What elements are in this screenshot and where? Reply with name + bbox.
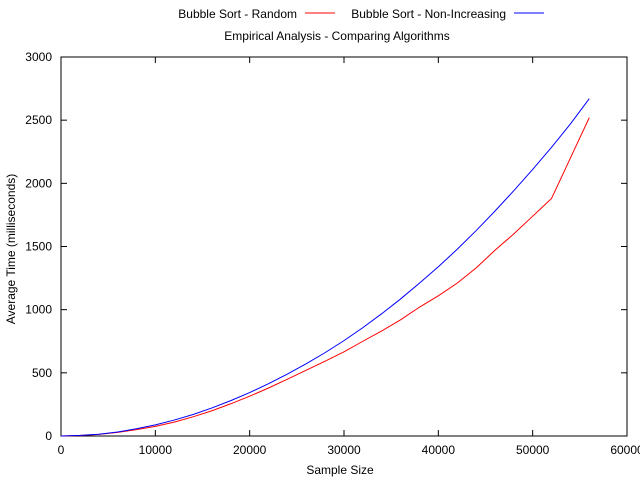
series-line-non-increasing <box>60 98 590 437</box>
y-tick-label: 3000 <box>25 50 52 64</box>
y-tick-label: 2000 <box>25 176 52 190</box>
x-tick-label: 40000 <box>422 443 456 457</box>
series-layer <box>60 98 590 437</box>
chart-title: Empirical Analysis - Comparing Algorithm… <box>224 29 449 43</box>
legend-label-random: Bubble Sort - Random <box>178 7 297 21</box>
x-tick-label: 10000 <box>139 443 173 457</box>
x-tick-label: 0 <box>58 443 65 457</box>
legend: Bubble Sort - Random Bubble Sort - Non-I… <box>178 7 544 21</box>
y-tick-label: 500 <box>32 366 52 380</box>
x-tick-label: 20000 <box>233 443 267 457</box>
legend-label-non-increasing: Bubble Sort - Non-Increasing <box>351 7 506 21</box>
x-axis-label: Sample Size <box>306 463 374 477</box>
x-tick-label: 50000 <box>516 443 550 457</box>
y-tick-label: 0 <box>45 429 52 443</box>
x-tick-label: 30000 <box>327 443 361 457</box>
plot-area <box>60 56 628 437</box>
y-axis-label: Average Time (milliseconds) <box>4 174 18 325</box>
y-tick-label: 2500 <box>25 113 52 127</box>
y-axis-ticks: 0 500 1000 1500 2000 2500 3000 <box>25 50 627 443</box>
y-tick-label: 1500 <box>25 240 52 254</box>
y-tick-label: 1000 <box>25 303 52 317</box>
series-line-random <box>60 117 590 437</box>
